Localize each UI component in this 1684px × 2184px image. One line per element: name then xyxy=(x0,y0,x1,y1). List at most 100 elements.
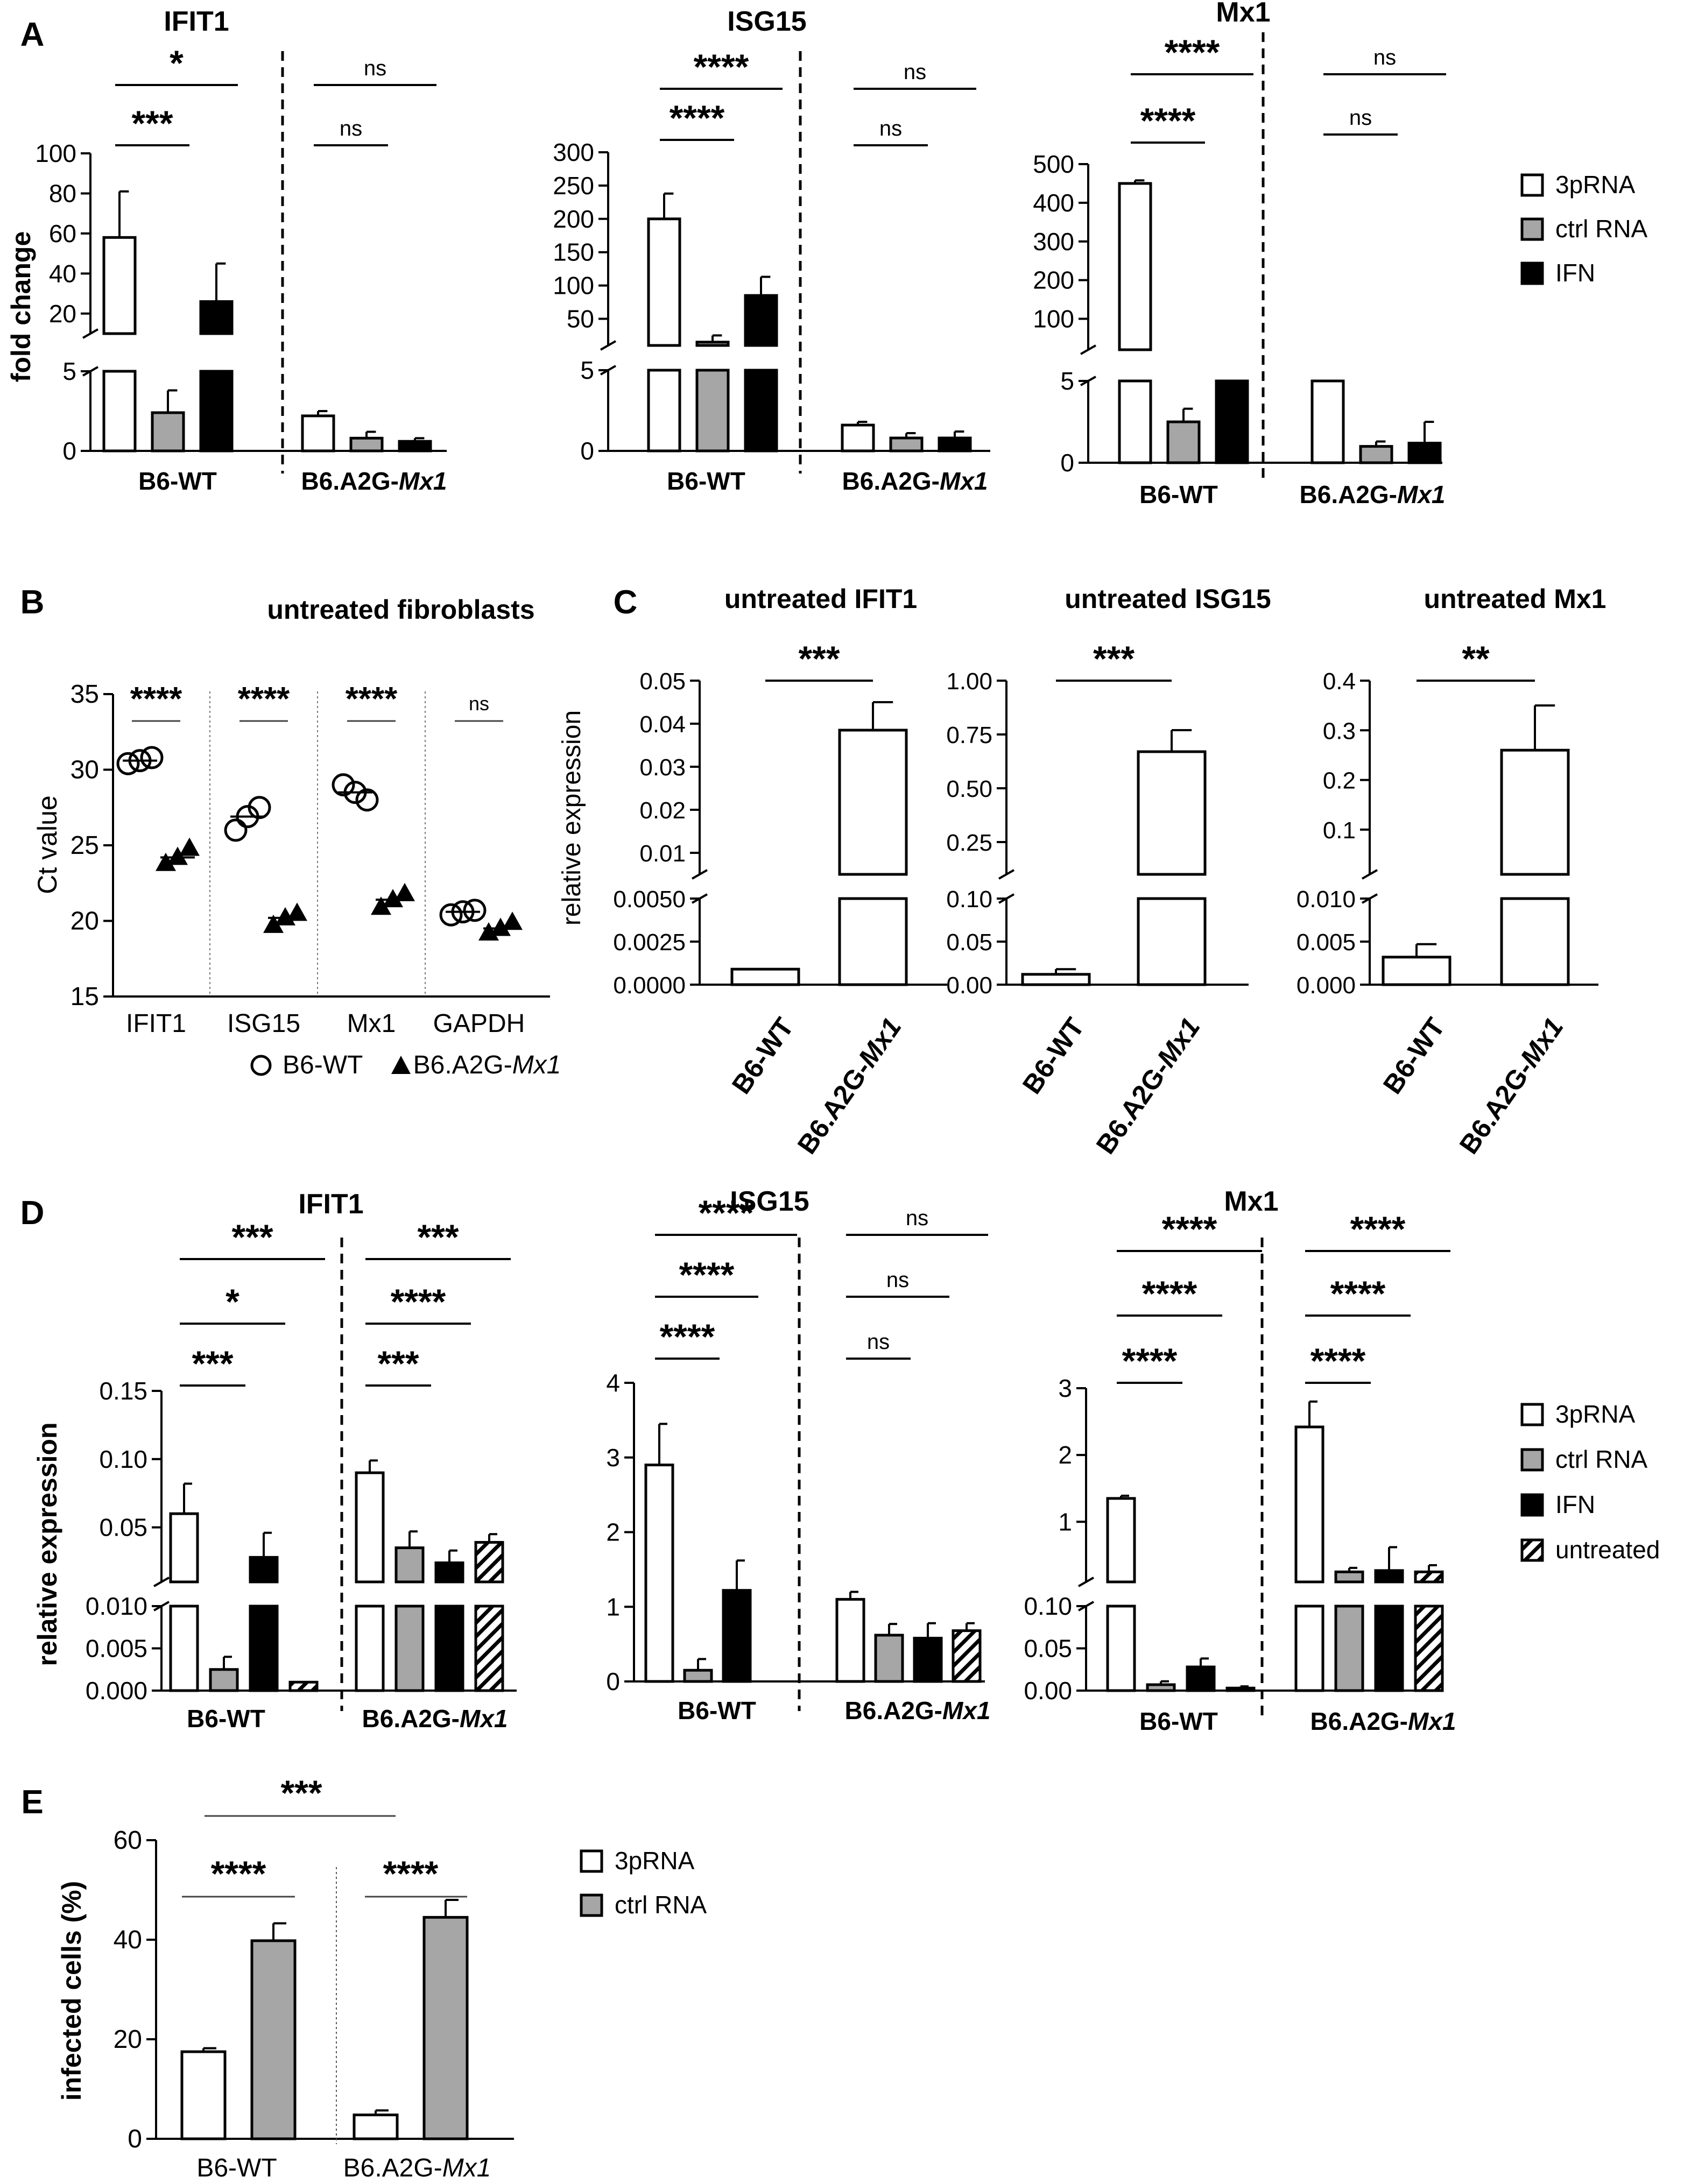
y-tick-label: 100 xyxy=(1033,305,1074,333)
legend-D-label-3: untreated xyxy=(1555,1536,1660,1564)
bar-3pRNA-mx1 xyxy=(301,414,335,453)
bar-untreated-mx1-upper xyxy=(474,1540,504,1584)
bar-IFN-mx1 xyxy=(1407,442,1442,464)
group-label-mx1: B6.A2G-Mx1 xyxy=(845,1697,991,1724)
bar-wt xyxy=(1021,973,1091,986)
bar-ctrl-RNA-mx1-upper xyxy=(394,1546,425,1584)
bar-IFN-mx1 xyxy=(398,440,432,453)
y-tick-label: 0.10 xyxy=(1024,1592,1072,1620)
axis-break-mark xyxy=(1080,344,1096,355)
y-tick-label: 5 xyxy=(580,356,594,384)
significance-label-3: ns xyxy=(469,692,489,715)
bar-3pRNA-wt xyxy=(1118,379,1152,464)
bar-3pRNA-mx1-upper xyxy=(355,1471,385,1584)
bar-3pRNA-mx1-upper xyxy=(1294,1425,1324,1584)
point-mx1-IFIT1 xyxy=(179,837,200,856)
significance-5-label: ns xyxy=(906,1206,928,1230)
legend-E-label-0: 3pRNA xyxy=(615,1847,695,1875)
significance-2-label: ns xyxy=(340,117,362,140)
y-tick-label: 0.0025 xyxy=(613,929,686,956)
significance-5-label: *** xyxy=(417,1217,459,1257)
group-label-gene: Mx1 xyxy=(460,1705,508,1733)
panel-letter-C: C xyxy=(614,584,638,621)
group-label-mx1: B6.A2G-Mx1 xyxy=(362,1705,508,1733)
y-tick-label: 0.25 xyxy=(946,830,992,856)
y-tick-label: 40 xyxy=(114,1926,142,1954)
y-tick-label: 0.0000 xyxy=(613,972,686,999)
point-mx1-GAPDH xyxy=(502,911,523,930)
significance-5-label: **** xyxy=(1350,1209,1406,1249)
bar-untreated-mx1 xyxy=(474,1605,504,1692)
y-tick-label: 0.000 xyxy=(1297,972,1356,999)
group-label-prefix: B6.A2G- xyxy=(1300,480,1397,508)
bar-ctrl-RNA-wt xyxy=(695,369,730,453)
y-tick-label: 250 xyxy=(553,172,594,200)
y-tick-label: 150 xyxy=(553,238,594,266)
y-tick-label: 0.00 xyxy=(1024,1677,1072,1705)
legend-A-swatch-2 xyxy=(1520,261,1544,285)
legend-D-label-2: IFN xyxy=(1555,1490,1595,1518)
group-label-wt: B6-WT xyxy=(1377,1012,1451,1099)
point-wt-Mx1 xyxy=(332,773,355,797)
group-label-gene: Mx1 xyxy=(942,1697,990,1724)
y-tick-label: 0.1 xyxy=(1323,817,1356,844)
y-tick-label: 0.05 xyxy=(639,668,686,695)
bar-untreated-wt xyxy=(1225,1686,1256,1692)
group-label-gene: Mx1 xyxy=(940,467,988,495)
bar-untreated-mx1 xyxy=(1414,1605,1444,1692)
bar-IFN-wt-upper xyxy=(744,294,778,347)
bar-3pRNA-wt xyxy=(647,369,681,453)
significance-1-label: **** xyxy=(694,47,749,87)
group-label-mx1: B6.A2G-Mx1 xyxy=(1310,1707,1456,1735)
point-wt-IFIT1 xyxy=(140,746,164,769)
group-label-prefix: B6.A2G- xyxy=(413,1051,512,1079)
axis-break-mark xyxy=(600,340,616,351)
group-label-prefix: B6.A2G- xyxy=(845,1697,942,1724)
y-tick-label: 20 xyxy=(114,2025,142,2054)
y-tick-label: 200 xyxy=(1033,266,1074,294)
chart-title: IFIT1 xyxy=(298,1189,363,1220)
bar-3pRNA-mx1 xyxy=(835,1598,865,1683)
y-tick-label: 0.0050 xyxy=(613,886,686,913)
bar-ctrl-RNA-wt xyxy=(209,1668,239,1692)
significance-label-2: **** xyxy=(346,681,398,718)
significance-label-1: **** xyxy=(238,681,290,718)
significance-2-label: *** xyxy=(280,1773,322,1813)
bar-3pRNA-wt xyxy=(169,1605,199,1692)
y-tick-label: 0.3 xyxy=(1323,718,1356,744)
significance-0-label: *** xyxy=(192,1344,233,1383)
legend-A-swatch-1 xyxy=(1520,217,1544,241)
bar-ctrl-RNA-wt xyxy=(151,411,185,453)
significance-3-label: ns xyxy=(867,1330,890,1354)
chart-title: IFIT1 xyxy=(164,6,229,37)
significance-3-label: ns xyxy=(364,56,386,80)
axis-break-mark xyxy=(1362,869,1378,880)
bar-wt xyxy=(1382,956,1452,986)
group-label-mx1: B6.A2G-Mx1 xyxy=(343,2154,491,2182)
bar-IFN-mx1 xyxy=(1374,1605,1404,1692)
group-label-gene: Mx1 xyxy=(442,2154,491,2182)
category-label-GAPDH: GAPDH xyxy=(433,1009,525,1038)
group-label-prefix: B6.A2G- xyxy=(343,2154,442,2182)
y-tick-label: 3 xyxy=(606,1444,620,1472)
significance-2-label: *** xyxy=(231,1217,273,1257)
legend-D-swatch-1 xyxy=(1520,1448,1544,1472)
y-tick-label: 0.000 xyxy=(86,1677,147,1705)
legend-E-label-1: ctrl RNA xyxy=(615,1891,707,1919)
y-tick-label: 2 xyxy=(606,1518,620,1546)
significance-2-label: ** xyxy=(1462,639,1490,678)
bar-IFN-mx1-upper xyxy=(434,1561,464,1584)
y-tick-label: 80 xyxy=(49,179,76,207)
significance-0-label: *** xyxy=(131,103,173,143)
bar-IFN-wt xyxy=(744,369,778,453)
category-label-IFIT1: IFIT1 xyxy=(126,1009,186,1038)
chart-title: untreated fibroblasts xyxy=(267,595,534,625)
chart-title: ISG15 xyxy=(727,6,806,37)
bar-ctrl-RNA-wt xyxy=(1146,1683,1176,1692)
bar-mx1 xyxy=(838,897,908,986)
legend-A-label-0: 3pRNA xyxy=(1555,171,1636,199)
y-tick-label: 0.75 xyxy=(946,722,992,748)
group-label-mx1: B6.A2G-Mx1 xyxy=(842,467,988,495)
group-label-prefix: B6.A2G- xyxy=(1310,1707,1408,1735)
group-label-prefix: B6.A2G- xyxy=(1090,1055,1176,1160)
